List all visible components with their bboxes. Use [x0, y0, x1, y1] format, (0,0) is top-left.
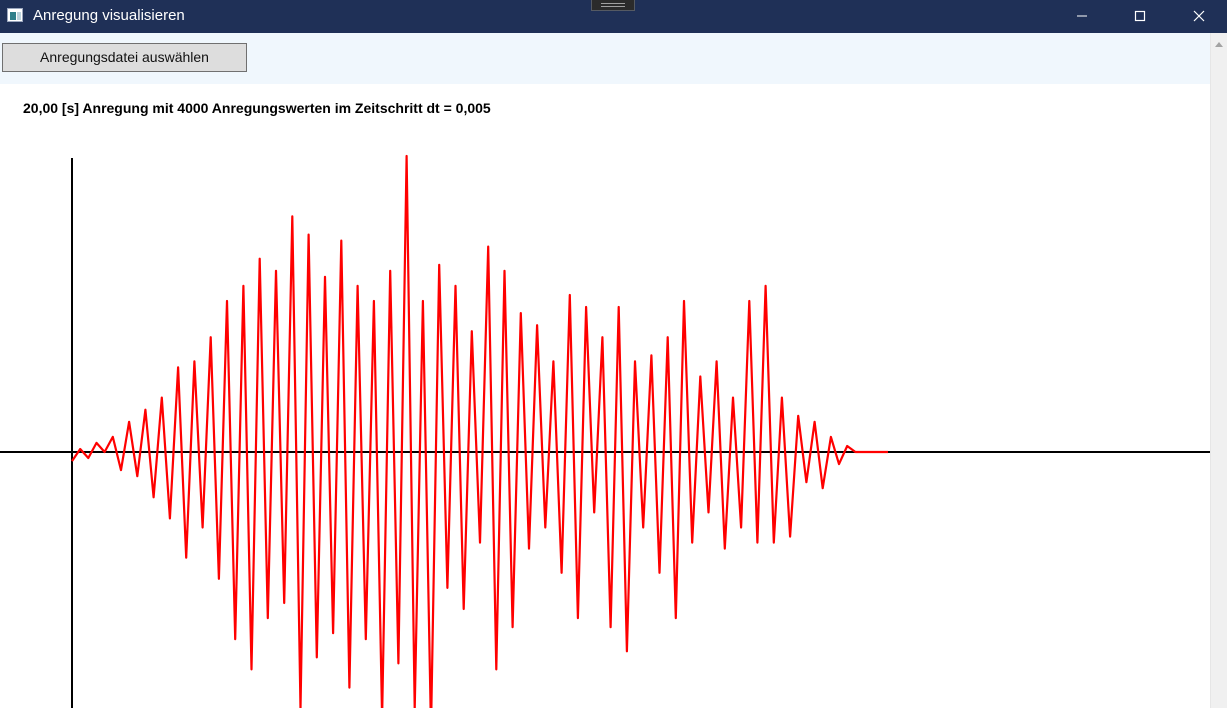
maximize-icon — [1134, 10, 1146, 22]
close-button[interactable] — [1176, 0, 1222, 33]
snap-layout-handle[interactable] — [591, 0, 635, 11]
select-excitation-file-button[interactable]: Anregungsdatei auswählen — [2, 43, 247, 72]
app-window-icon — [7, 8, 23, 22]
excitation-info-text: 20,00 [s] Anregung mit 4000 Anregungswer… — [23, 100, 491, 116]
minimize-button[interactable] — [1059, 0, 1105, 33]
vertical-scrollbar[interactable] — [1210, 33, 1227, 708]
minimize-icon — [1077, 15, 1087, 17]
scroll-up-arrow-icon[interactable] — [1215, 42, 1223, 47]
window-title: Anregung visualisieren — [33, 7, 185, 24]
toolbar: Anregungsdatei auswählen — [0, 33, 1210, 84]
title-bar[interactable]: Anregung visualisieren — [0, 0, 1227, 33]
excitation-chart — [0, 154, 1210, 708]
excitation-series-line — [71, 154, 888, 708]
close-icon — [1193, 10, 1205, 22]
maximize-button[interactable] — [1117, 0, 1163, 33]
